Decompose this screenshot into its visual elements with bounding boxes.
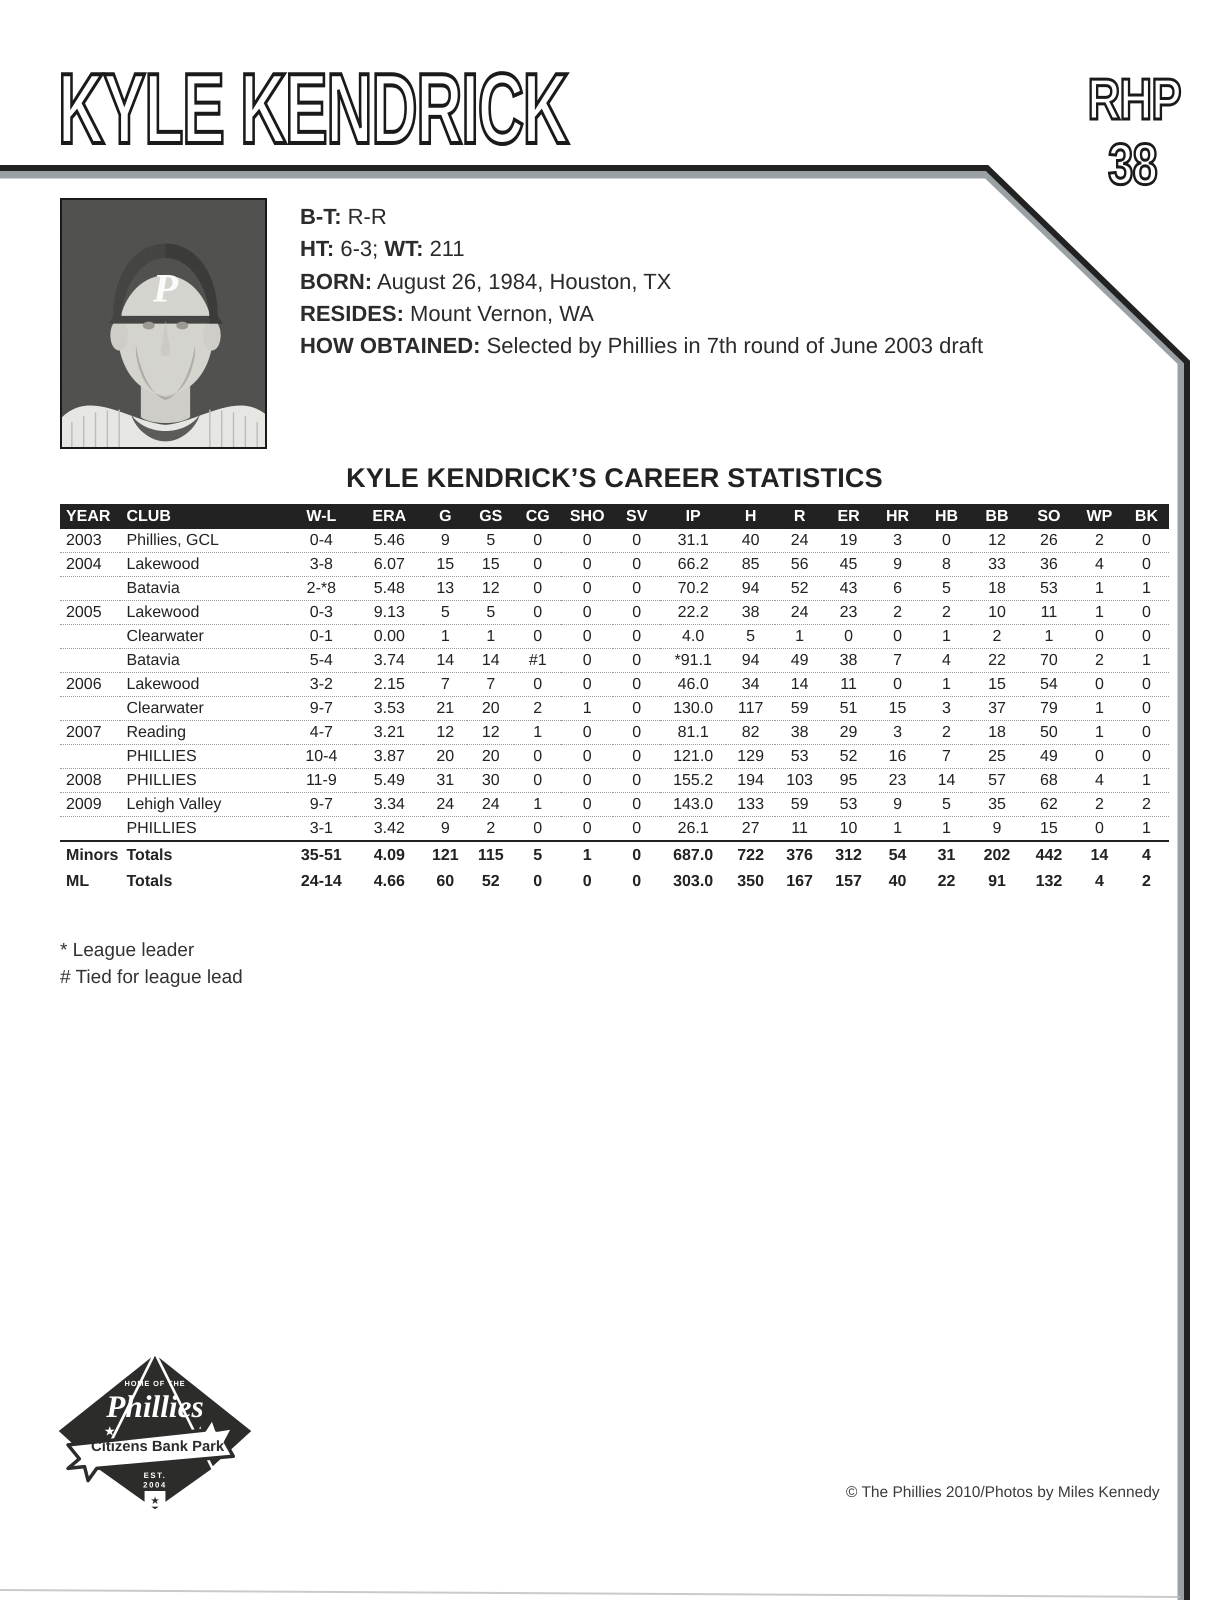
svg-text:Citizens Bank Park: Citizens Bank Park — [91, 1438, 225, 1455]
svg-text:EST.: EST. — [144, 1471, 167, 1480]
svg-text:★: ★ — [150, 1494, 159, 1506]
svg-text:HOME OF THE: HOME OF THE — [125, 1379, 186, 1388]
svg-text:★: ★ — [104, 1424, 116, 1439]
svg-text:Phillies: Phillies — [105, 1389, 203, 1424]
svg-text:2004: 2004 — [143, 1481, 167, 1490]
